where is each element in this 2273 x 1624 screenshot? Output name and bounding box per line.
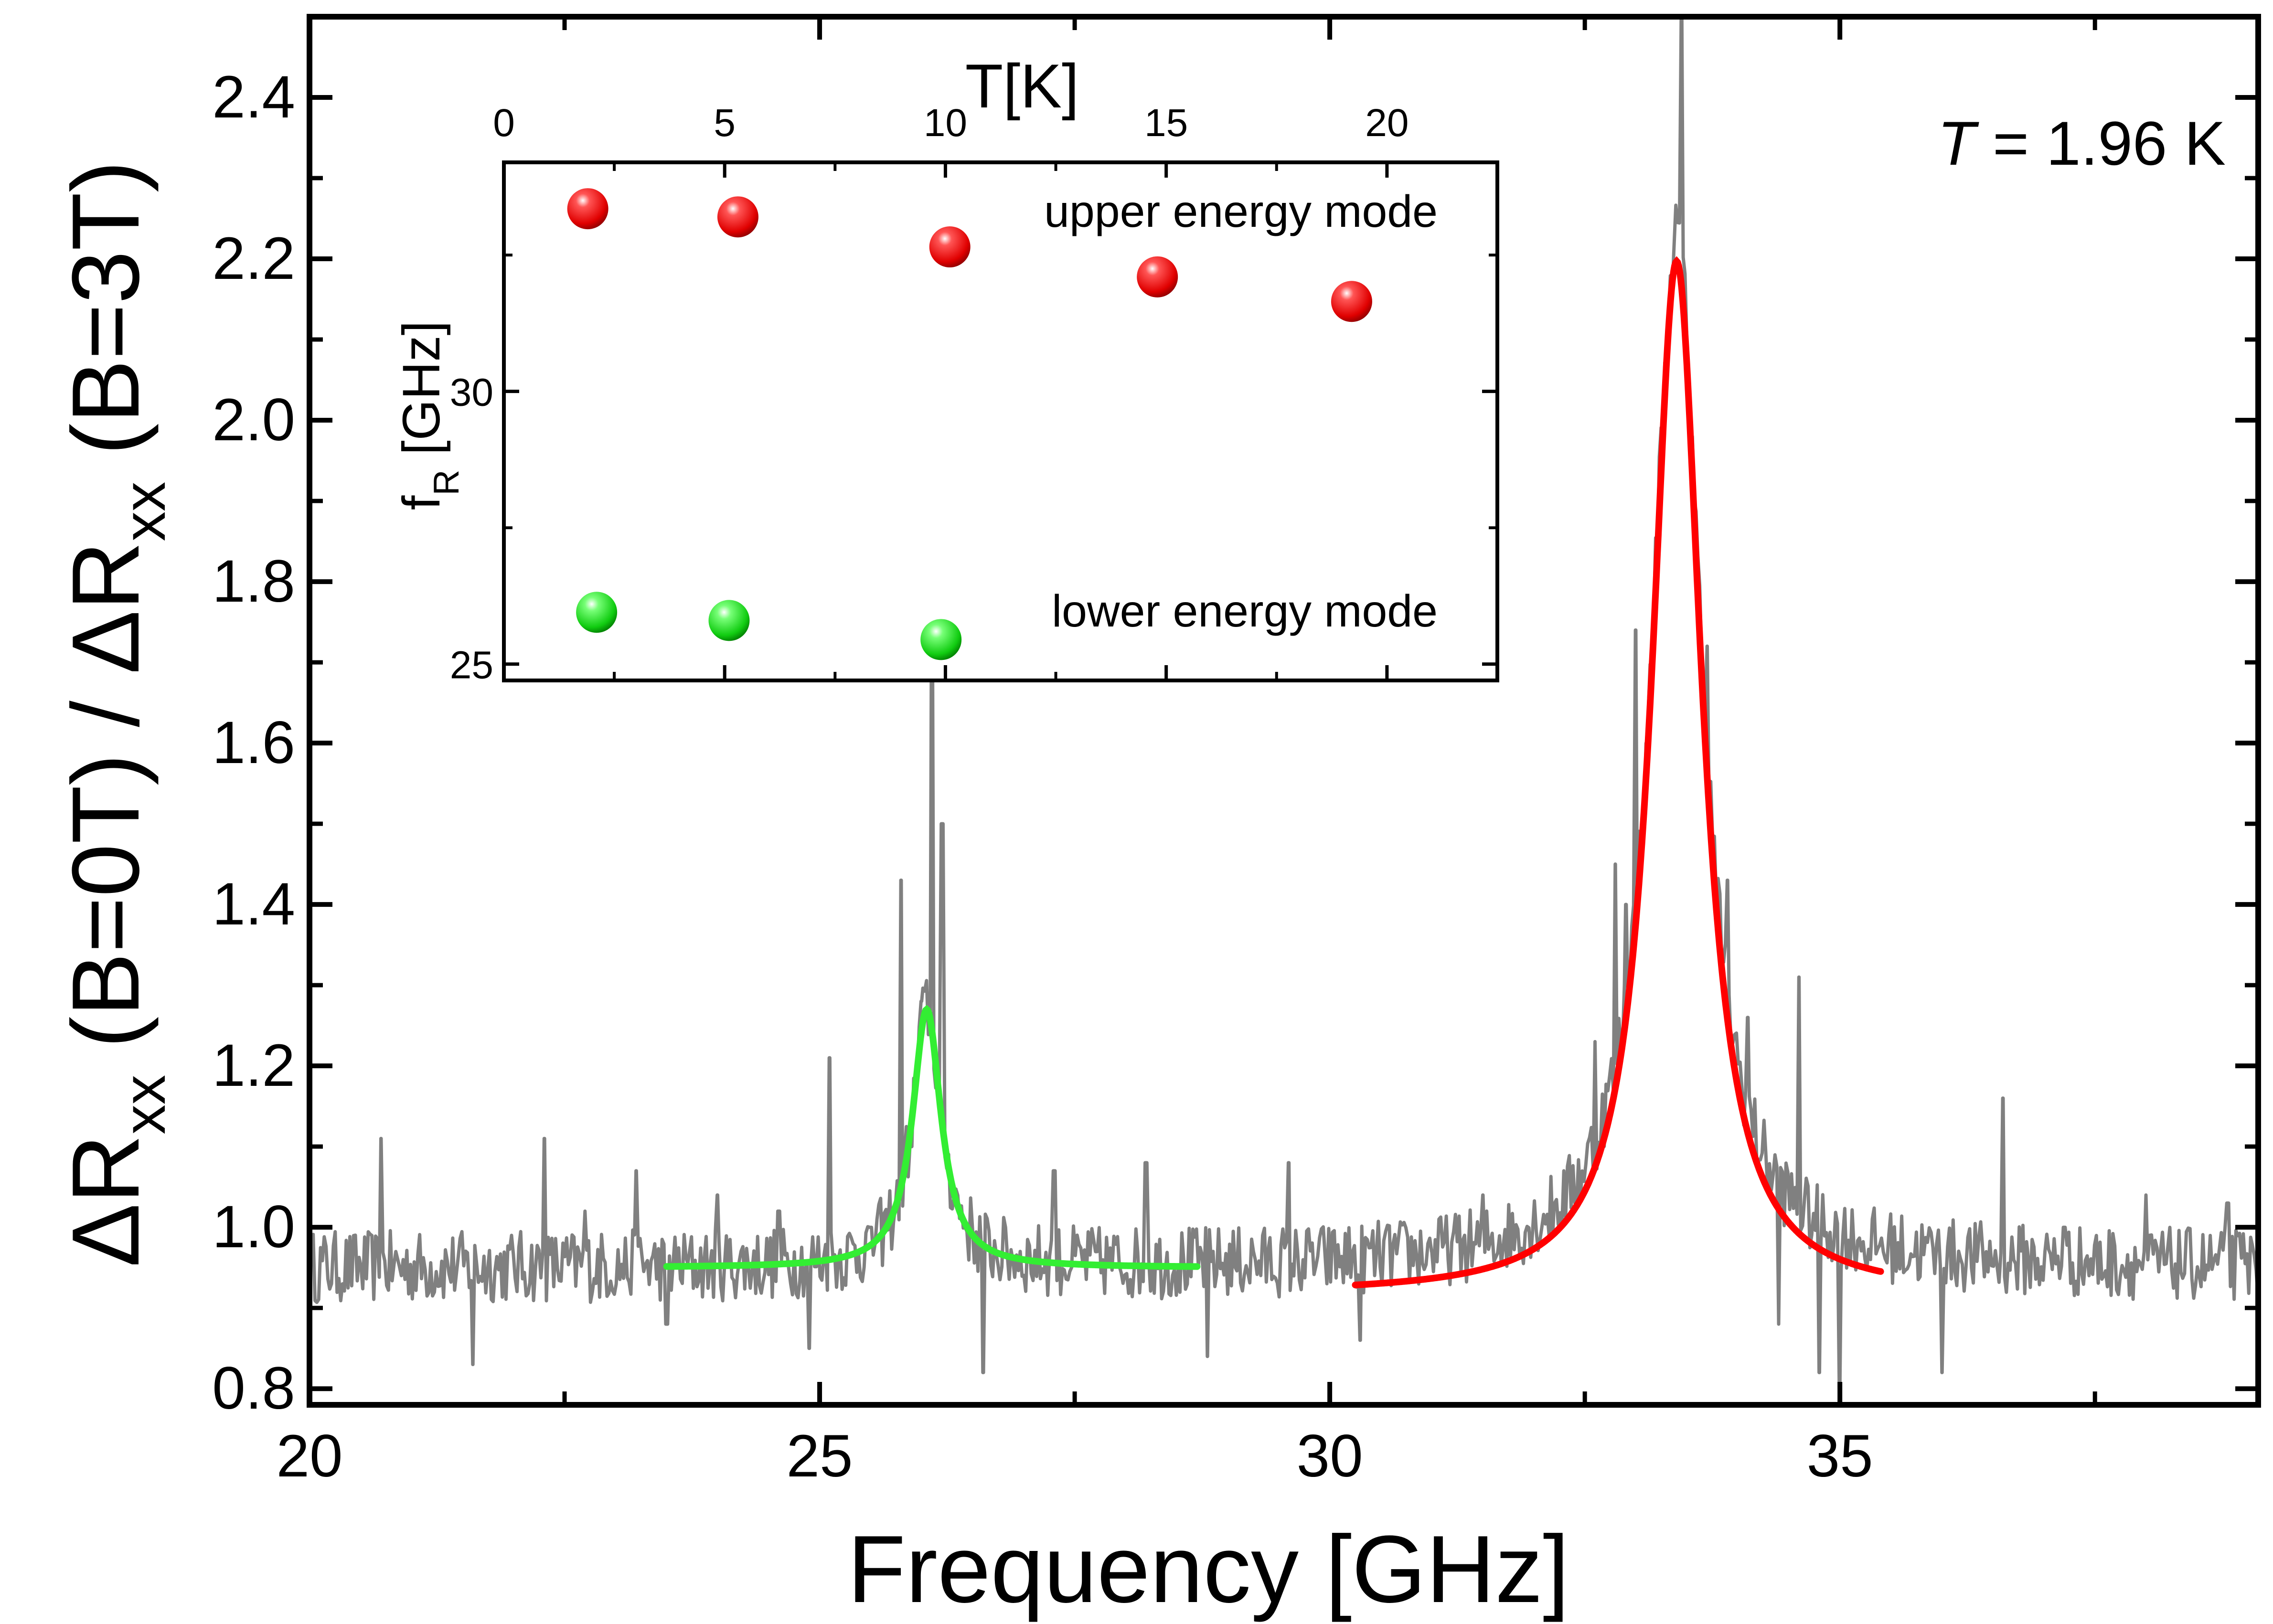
inset-x-tick-labels: 0 5 10 15 20 bbox=[493, 101, 1409, 145]
main-y-tick-labels: 0.8 1.0 1.2 1.4 1.6 1.8 2.0 2.2 2.4 bbox=[212, 64, 295, 1422]
inset-y-axis-label: fR [GHz] bbox=[392, 321, 466, 510]
x-tick-label: 35 bbox=[1807, 1423, 1873, 1489]
y-tick-label: 2.2 bbox=[212, 225, 295, 292]
inset-data-points bbox=[567, 188, 1372, 660]
inset-x-tick-label: 15 bbox=[1144, 101, 1188, 145]
upper-mode-point bbox=[717, 196, 758, 238]
inset-y-tick-label: 25 bbox=[450, 644, 493, 687]
upper-mode-point bbox=[929, 226, 971, 268]
inset-x-tick-label: 0 bbox=[493, 101, 515, 145]
y-tick-label: 2.0 bbox=[212, 387, 295, 453]
upper-mode-point bbox=[567, 188, 608, 230]
main-x-tick-labels: 20 25 30 35 bbox=[276, 1423, 1873, 1489]
inset-background bbox=[504, 162, 1497, 680]
inset-x-tick-label: 10 bbox=[924, 101, 967, 145]
inset-x-axis-label: T[K] bbox=[965, 51, 1079, 121]
y-tick-label: 1.6 bbox=[212, 710, 295, 776]
inset-y-tick-labels: 25 30 bbox=[450, 371, 493, 687]
x-axis-label: Frequency [GHz] bbox=[847, 1516, 1569, 1623]
main-plot-frame bbox=[307, 14, 2261, 1408]
inset-plot: 0 5 10 15 20 25 30 T[K] fR [GHz] upper energy… bbox=[392, 51, 1499, 687]
x-tick-label: 30 bbox=[1297, 1423, 1363, 1489]
y-tick-label: 1.4 bbox=[212, 871, 295, 937]
measured-data-line bbox=[309, 17, 2258, 1390]
upper-mode-point bbox=[1331, 281, 1372, 322]
x-tick-label: 20 bbox=[276, 1423, 342, 1489]
y-axis-label: ΔRxx (B=0T) / ΔRxx (B=3T) bbox=[53, 160, 178, 1267]
y-tick-label: 1.8 bbox=[212, 548, 295, 615]
main-plot: 20 25 30 35 0.8 1.0 1.2 1.4 1.6 1.8 2.0 2.2 2.4 Fre… bbox=[53, 14, 2261, 1623]
lower-mode-label: lower energy mode bbox=[1052, 586, 1438, 637]
y-tick-label: 1.0 bbox=[212, 1194, 295, 1260]
upper-mode-point bbox=[1137, 256, 1178, 297]
y-tick-label: 0.8 bbox=[212, 1355, 295, 1422]
upper-mode-fit-line bbox=[1352, 256, 1884, 1288]
lower-mode-point bbox=[920, 619, 962, 660]
x-tick-label: 25 bbox=[787, 1423, 853, 1489]
inset-x-tick-label: 20 bbox=[1365, 101, 1409, 145]
lower-mode-fit-line bbox=[663, 1005, 1201, 1270]
y-tick-label: 2.4 bbox=[212, 64, 295, 130]
lower-mode-point bbox=[576, 592, 618, 633]
upper-mode-label: upper energy mode bbox=[1044, 186, 1438, 237]
inset-plot-frame bbox=[502, 160, 1499, 682]
inset-x-tick-label: 5 bbox=[714, 101, 736, 145]
temperature-annotation: T = 1.96 K bbox=[1938, 108, 2226, 178]
lower-mode-point bbox=[708, 600, 750, 641]
inset-y-tick-label: 30 bbox=[450, 371, 493, 414]
y-tick-label: 1.2 bbox=[212, 1032, 295, 1099]
